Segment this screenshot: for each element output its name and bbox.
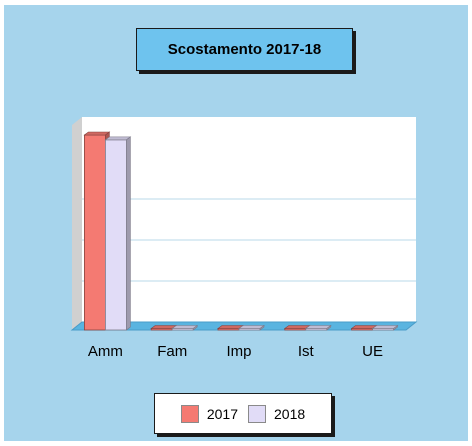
chart-title: Scostamento 2017-18 xyxy=(136,28,353,71)
bar-2018-Amm xyxy=(105,139,127,331)
chart-title-text: Scostamento 2017-18 xyxy=(167,41,322,58)
x-tick-label-UE: UE xyxy=(362,343,383,360)
x-tick-label-Amm: Amm xyxy=(88,343,123,360)
legend-swatch-2017 xyxy=(180,404,199,423)
legend-label-2018: 2018 xyxy=(274,405,306,422)
legend-label-2017: 2017 xyxy=(206,405,238,422)
bar-side-2018-Imp xyxy=(259,324,265,331)
bar-side-2018-Amm xyxy=(126,136,131,331)
legend: 2017 2018 xyxy=(154,393,332,434)
x-tick-label-Fam: Fam xyxy=(157,343,187,360)
x-tick-label-Imp: Imp xyxy=(226,343,251,360)
bar-2017-Amm xyxy=(84,134,106,331)
plot-back-wall xyxy=(82,117,416,322)
bar-side-2018-Ist xyxy=(326,324,332,331)
legend-item-2018: 2018 xyxy=(248,404,306,423)
x-tick-label-Ist: Ist xyxy=(298,343,315,360)
legend-item-2017: 2017 xyxy=(180,404,238,423)
legend-swatch-2018 xyxy=(248,404,266,423)
bar-side-2018-Fam xyxy=(192,324,198,331)
bar-side-2018-UE xyxy=(393,324,398,331)
plot-left-wall xyxy=(72,117,82,330)
